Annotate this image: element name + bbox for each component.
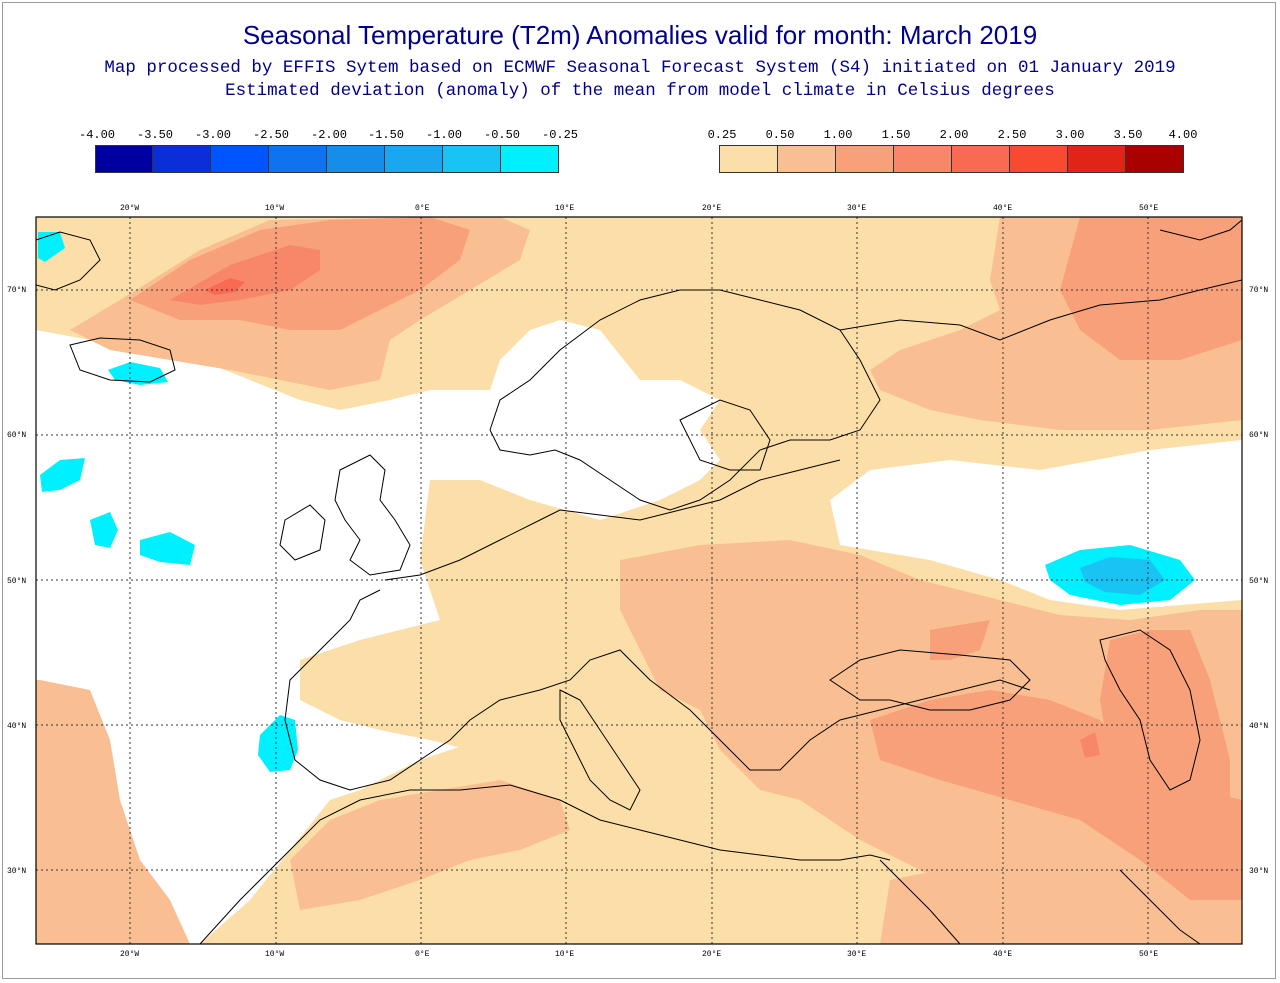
legend-neg-swatch [152, 145, 211, 173]
legend-pos-label: 1.50 [881, 128, 911, 142]
lat-label: 70°N [7, 286, 27, 295]
anomaly-region-0.50 [290, 780, 570, 910]
anomaly-region-neg-0.25 [40, 458, 85, 492]
anomaly-region-1.00 [1100, 630, 1230, 860]
legend-pos-swatch [1067, 145, 1126, 173]
legend-neg-label: -2.50 [252, 128, 290, 142]
anomaly-region-1.50 [1080, 732, 1100, 758]
anomaly-region-2.00 [205, 278, 245, 295]
lat-label: 30°N [1249, 867, 1269, 876]
lon-label: 0°E [415, 204, 430, 213]
subtitle-processing-info: Map processed by EFFIS Sytem based on EC… [104, 58, 1176, 78]
anomaly-region-neg-0.25 [140, 532, 195, 565]
lon-label: 40°E [993, 950, 1013, 959]
page-title: Seasonal Temperature (T2m) Anomalies val… [242, 20, 1038, 50]
coastlines [36, 219, 1242, 944]
legend-neg-swatch [210, 145, 269, 173]
legend-pos-label: 1.00 [823, 128, 853, 142]
anomaly-region-0.50 [880, 870, 1000, 944]
legend-pos-swatch [719, 145, 778, 173]
legend-neg-swatch [500, 145, 559, 173]
legend-neg-label: -4.00 [78, 128, 116, 142]
legend-neg-swatch [442, 145, 501, 173]
legend-pos-label: 3.50 [1113, 128, 1143, 142]
legend-neg-label: -3.00 [194, 128, 232, 142]
anomaly-region-1.00 [870, 690, 1242, 900]
lat-label: 30°N [7, 867, 27, 876]
lon-label: 20°E [702, 204, 722, 213]
anomaly-region-1.00 [930, 620, 990, 660]
subtitle-units: Estimated deviation (anomaly) of the mea… [225, 81, 1055, 101]
anomaly-region-neg-0.25 [90, 512, 118, 548]
legend-neg-label: -2.00 [310, 128, 348, 142]
legend-pos-label: 2.00 [939, 128, 969, 142]
legend-pos-label: 3.00 [1055, 128, 1085, 142]
anomaly-region-0.50 [36, 680, 190, 944]
lon-label: 10°W [265, 204, 285, 213]
lat-label: 60°N [7, 431, 27, 440]
anomaly-region-neg-0.50 [1080, 557, 1165, 595]
lat-label: 60°N [1249, 431, 1269, 440]
legend-pos-label: 0.25 [707, 128, 737, 142]
legend-neg-label: -3.50 [136, 128, 174, 142]
lon-label: 30°E [847, 950, 867, 959]
lon-label: 10°W [265, 950, 285, 959]
legend-pos-swatch [951, 145, 1010, 173]
lon-label: 10°E [555, 204, 575, 213]
lon-label: 20°W [120, 950, 140, 959]
legend-neg-label: -1.00 [425, 128, 463, 142]
anomaly-region-1.00 [1060, 217, 1242, 360]
lat-label: 70°N [1249, 286, 1269, 295]
legend-pos-label: 0.50 [765, 128, 795, 142]
lon-label: 40°E [993, 204, 1013, 213]
legend-neg-label: -0.25 [541, 128, 579, 142]
legend-pos-swatch [777, 145, 836, 173]
graticule [36, 217, 1242, 944]
legend-pos-label: 4.00 [1168, 128, 1198, 142]
legend-neg-label: -0.50 [483, 128, 521, 142]
lon-label: 30°E [847, 204, 867, 213]
lat-label: 40°N [7, 722, 27, 731]
lat-label: 50°N [1249, 577, 1269, 586]
lon-label: 20°W [120, 204, 140, 213]
lon-label: 50°E [1139, 204, 1159, 213]
legend-pos-label: 2.50 [997, 128, 1027, 142]
anomaly-region-neg-0.25 [258, 715, 298, 772]
anomaly-region-neg-0.25 [38, 232, 65, 262]
legend-pos-swatch [1125, 145, 1184, 173]
lat-label: 40°N [1249, 722, 1269, 731]
legend-neg-swatch [326, 145, 385, 173]
map-border [35, 216, 1243, 945]
anomaly-region-neg-0.25 [108, 362, 168, 385]
lon-label: 50°E [1139, 950, 1159, 959]
lon-label: 0°E [415, 950, 430, 959]
lon-label: 20°E [702, 950, 722, 959]
lon-label: 10°E [555, 950, 575, 959]
legend-neg-label: -1.50 [367, 128, 405, 142]
legend-pos-swatch [835, 145, 894, 173]
lat-label: 50°N [7, 577, 27, 586]
legend-neg-swatch [384, 145, 443, 173]
